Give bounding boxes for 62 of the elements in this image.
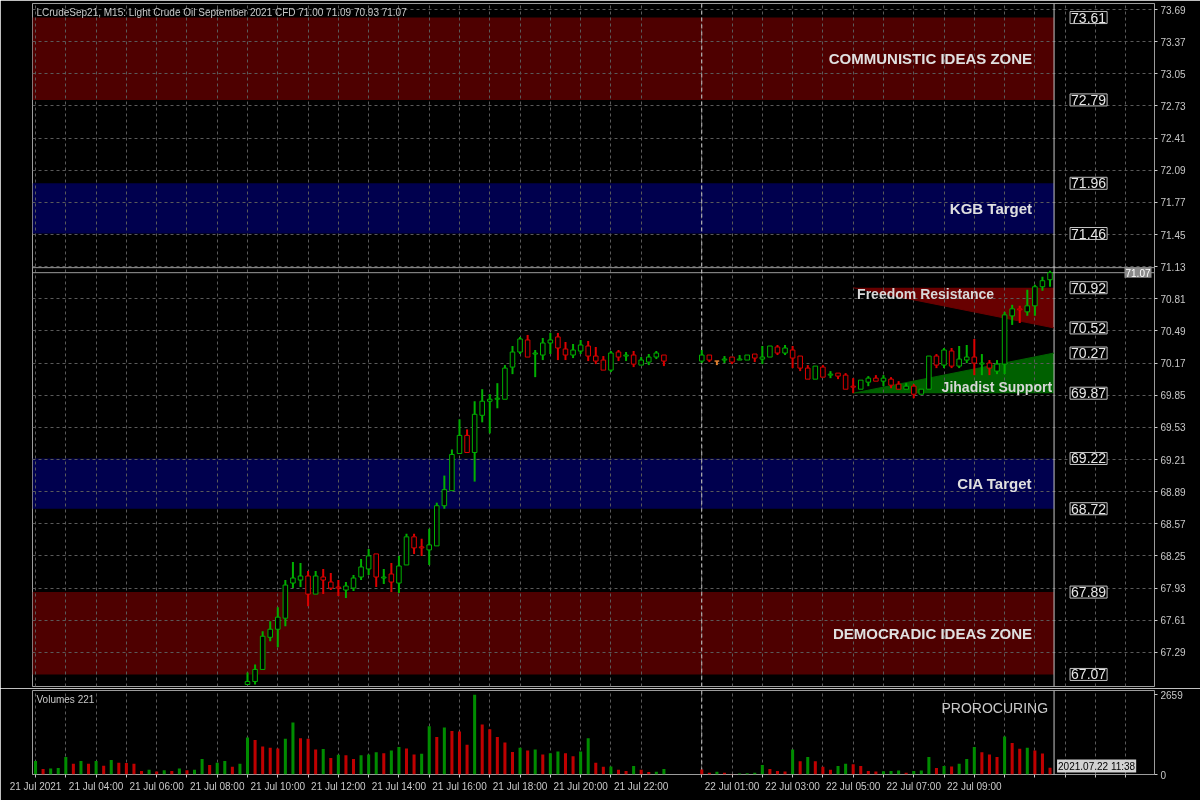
y-tick-label: 68.57: [1160, 518, 1186, 530]
chart-title: LCrudeSep21, M15: Light Crude Oil September 2021 CFD 71.00 71.09 70.93 71.07: [36, 6, 408, 18]
ref-line-label: 71.07: [1125, 267, 1151, 279]
annotation: 72.79: [1071, 91, 1107, 108]
x-tick-label: 21 Jul 20:00: [553, 780, 609, 792]
y-tick-label: 71.13: [1160, 261, 1186, 273]
x-tick-label: 21 Jul 12:00: [311, 780, 367, 792]
x-tick-label: 21 Jul 10:00: [250, 780, 306, 792]
ref-line-label: 2021.07.22 11:38: [1058, 760, 1136, 772]
annotation: 68.72: [1071, 500, 1107, 517]
y-tick-label: 68.25: [1160, 550, 1186, 562]
y-tick-label: 67.29: [1160, 647, 1186, 659]
y-tick-label: 2659: [1160, 689, 1184, 701]
annotation: 70.92: [1071, 279, 1107, 296]
band-label: CIA Target: [957, 475, 1032, 493]
x-tick-label: 22 Jul 01:00: [704, 780, 760, 792]
annotation: 67.89: [1071, 584, 1107, 601]
annotation: 71.46: [1071, 225, 1107, 242]
series-label: Jihadist Support: [941, 379, 1053, 396]
x-tick-label: 22 Jul 09:00: [947, 780, 1002, 792]
y-tick-label: 69.53: [1160, 422, 1186, 434]
x-tick-label: 21 Jul 04:00: [68, 780, 124, 792]
y-tick-label: 72.09: [1160, 165, 1186, 177]
x-tick-label: 22 Jul 07:00: [886, 780, 942, 792]
y-tick-label: 69.21: [1160, 454, 1186, 466]
y-tick-label: 73.69: [1160, 4, 1186, 16]
band-label: COMMUNISTIC IDEAS ZONE: [828, 50, 1033, 68]
x-tick-label: 21 Jul 16:00: [432, 780, 488, 792]
y-tick-label: 69.85: [1160, 390, 1186, 402]
chart-title: Volumes 221: [36, 693, 95, 705]
y-tick-label: 70.17: [1160, 358, 1186, 370]
annotation: 70.52: [1071, 319, 1107, 336]
y-tick-label: 67.61: [1160, 615, 1186, 627]
y-tick-label: 70.81: [1160, 293, 1186, 305]
annotation: PROROCURING: [941, 699, 1049, 716]
x-tick-label: 21 Jul 06:00: [129, 780, 185, 792]
annotation: 69.22: [1071, 450, 1107, 467]
x-tick-label: 22 Jul 05:00: [825, 780, 881, 792]
y-tick-label: 71.45: [1160, 229, 1186, 241]
band-label: DEMOCRADIC IDEAS ZONE: [832, 624, 1033, 642]
x-tick-label: 21 Jul 14:00: [371, 780, 427, 792]
x-tick-label: 21 Jul 18:00: [492, 780, 548, 792]
x-tick-label: 21 Jul 22:00: [613, 780, 669, 792]
y-tick-label: 72.73: [1160, 100, 1186, 112]
y-tick-label: 70.49: [1160, 325, 1186, 337]
x-tick-label: 21 Jul 2021: [9, 780, 62, 792]
annotation: 73.61: [1071, 9, 1107, 26]
y-tick-label: 0: [1160, 769, 1167, 781]
annotation: 69.87: [1071, 385, 1107, 402]
y-tick-label: 72.41: [1160, 133, 1186, 145]
y-tick-label: 67.93: [1160, 583, 1186, 595]
y-tick-label: 73.05: [1160, 68, 1186, 80]
x-tick-label: 22 Jul 03:00: [765, 780, 821, 792]
y-tick-label: 71.77: [1160, 197, 1186, 209]
x-tick-label: 21 Jul 08:00: [189, 780, 245, 792]
annotation: 71.96: [1071, 175, 1107, 192]
series-label: Freedom Resistance: [857, 285, 995, 302]
annotation: 67.07: [1071, 666, 1107, 683]
annotation: 70.27: [1071, 345, 1107, 362]
y-tick-label: 73.37: [1160, 36, 1186, 48]
y-tick-label: 68.89: [1160, 486, 1186, 498]
band-label: KGB Target: [949, 199, 1033, 217]
